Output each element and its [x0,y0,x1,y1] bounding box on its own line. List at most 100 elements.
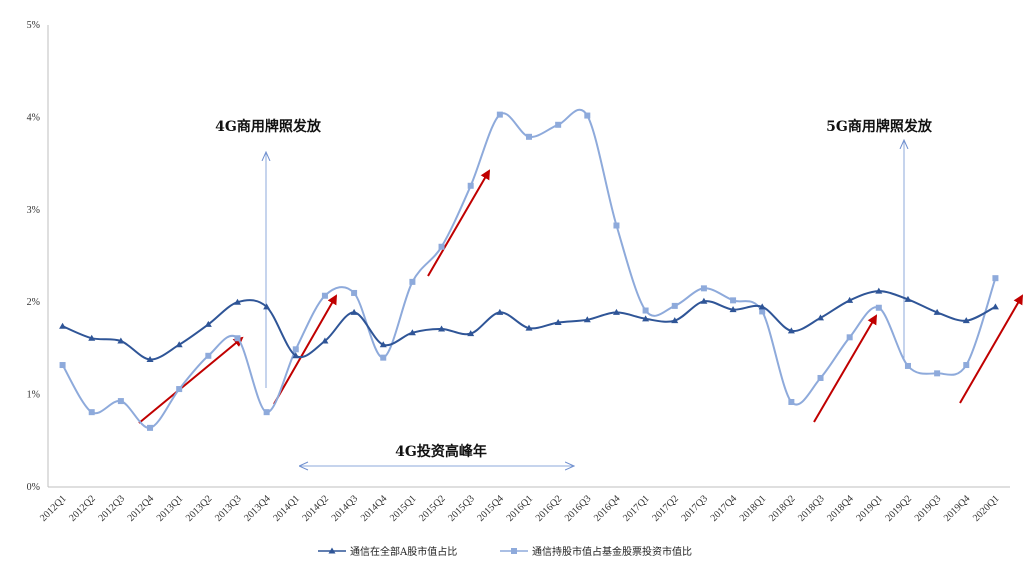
data-point-triangle [962,317,970,324]
x-tick-label: 2014Q1 [271,493,302,524]
x-tick-label: 2014Q2 [300,493,331,524]
data-point-square [351,289,358,296]
data-point-square [904,362,911,369]
data-point-square [234,335,241,342]
data-point-square [730,297,737,304]
x-tick-label: 2015Q1 [388,493,419,524]
x-tick-label: 2012Q3 [96,493,127,524]
data-point-square [934,370,941,377]
data-point-triangle [991,303,999,310]
legend-label-series-2: 通信持股市值占基金股票投资市值比 [532,545,692,558]
y-tick-label: 0% [27,482,40,493]
x-tick-label: 2015Q3 [446,493,477,524]
series-layer [59,108,999,431]
data-point-triangle [700,297,708,304]
x-tick-label: 2012Q1 [38,493,69,524]
data-point-square [817,374,824,381]
trend-arrow [427,169,491,277]
data-point-triangle [933,308,941,315]
x-tick-labels: 2012Q12012Q22012Q32012Q42013Q12013Q22013… [38,493,1001,524]
x-tick-label: 2019Q2 [884,493,915,524]
x-tick-label: 2017Q1 [621,493,652,524]
trend-arrows [138,169,1024,424]
y-tick-label: 2% [27,297,40,308]
x-tick-label: 2016Q4 [592,493,623,524]
x-tick-label: 2013Q3 [213,493,244,524]
x-tick-label: 2019Q1 [854,493,885,524]
x-tick-label: 2018Q3 [796,493,827,524]
x-tick-label: 2015Q4 [475,493,506,524]
data-point-triangle [583,316,591,323]
legend-marker-triangle-icon [328,547,336,554]
data-point-square [467,182,474,189]
legend-marker-square-icon [511,548,517,554]
data-point-square [438,243,445,250]
x-tick-label: 2013Q2 [184,493,215,524]
data-point-triangle [321,337,329,344]
x-tick-label: 2018Q1 [738,493,769,524]
annotation-5g-license: 5G商用牌照发放 [826,118,933,135]
data-point-square [117,398,124,405]
data-point-square [555,121,562,128]
data-point-square [584,112,591,119]
data-point-triangle [263,303,271,310]
data-point-square [788,398,795,405]
series-line-2 [61,108,997,429]
x-tick-label: 2014Q3 [330,493,361,524]
data-point-square [671,302,678,309]
data-point-triangle [787,327,795,334]
x-tick-label: 2017Q2 [650,493,681,524]
x-tick-label: 2018Q4 [825,493,856,524]
trend-arrow [273,294,337,405]
data-point-triangle [204,320,212,327]
data-point-triangle [146,355,154,362]
x-tick-label: 2017Q3 [679,493,710,524]
data-point-square [526,133,532,140]
data-point-triangle [59,322,67,329]
data-point-triangle [525,324,533,331]
data-point-triangle [438,325,446,332]
data-point-square [875,304,882,311]
legend: 通信在全部A股市值占比 通信持股市值占基金股票投资市值比 [318,545,692,558]
y-tick-label: 5% [27,20,40,31]
y-tick-label: 4% [27,112,40,123]
data-point-triangle [350,308,358,315]
data-point-square [263,409,270,416]
data-point-triangle [671,317,679,324]
annotation-4g-license: 4G商用牌照发放 [215,118,322,135]
data-point-square [613,222,620,229]
data-point-triangle [233,298,241,305]
x-tick-label: 2012Q2 [67,493,98,524]
data-point-triangle [292,352,300,359]
data-point-square [380,354,387,361]
x-tick-label: 2016Q3 [563,493,594,524]
data-point-square [992,275,999,282]
data-point-square [321,292,328,299]
trend-arrow [813,314,878,423]
data-point-triangle [612,308,620,315]
x-tick-label: 2018Q2 [767,493,798,524]
data-point-square [176,386,183,393]
trend-arrow [959,294,1024,404]
data-point-square [642,307,649,314]
data-point-triangle [904,295,912,302]
data-point-triangle [408,329,416,336]
data-point-triangle [379,341,387,348]
data-point-square [205,352,212,359]
data-point-triangle [467,330,475,337]
x-tick-label: 2017Q4 [709,493,740,524]
data-point-triangle [642,315,650,322]
x-tick-label: 2019Q4 [942,493,973,524]
data-point-triangle [496,308,504,315]
data-point-triangle [875,287,883,294]
x-tick-label: 2013Q1 [155,493,186,524]
x-tick-label: 2014Q4 [359,493,390,524]
data-point-triangle [758,303,766,310]
data-point-triangle [88,334,96,341]
data-point-square [963,362,970,369]
data-point-square [59,362,66,369]
x-tick-label: 2013Q4 [242,493,273,524]
data-point-square [147,424,154,431]
x-tick-label: 2012Q4 [126,493,157,524]
